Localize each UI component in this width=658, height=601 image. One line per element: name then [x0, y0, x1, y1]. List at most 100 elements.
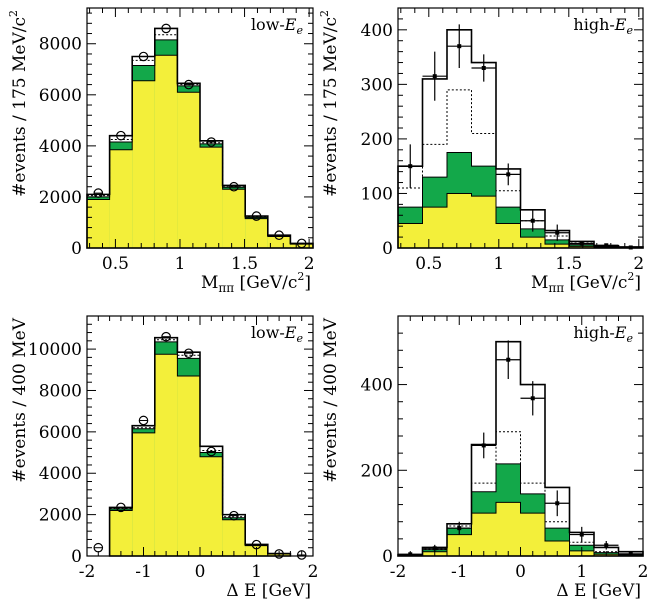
panel-top-right: 0.5 1 1.5 2 0 100 200 300 400 high-Ee Mππ [GeV/c2]… — [318, 7, 644, 295]
dotted-histogram — [398, 431, 643, 556]
data-point — [408, 164, 413, 169]
yellow-bar — [520, 237, 545, 248]
y-axis-label: #events / 175 MeV/c2 — [318, 10, 341, 197]
yellow-bar — [222, 519, 246, 556]
yellow-bar — [520, 513, 545, 556]
yellow-bar — [87, 199, 110, 248]
y-tick-label: 8000 — [39, 35, 82, 55]
y-tick-label: 200 — [361, 461, 393, 481]
y-tick-label: 6000 — [39, 86, 82, 106]
x-tick-label: -2 — [79, 562, 96, 582]
yellow-bar — [109, 510, 133, 556]
y-tick-label: 400 — [361, 376, 393, 396]
yellow-bar — [569, 246, 594, 248]
panel-annotation: high-Ee — [573, 15, 633, 37]
y-axis-label: #events / 400 MeV — [10, 317, 30, 482]
data-point — [457, 526, 462, 531]
data-point — [457, 44, 462, 49]
y-tick-label: 8000 — [39, 381, 82, 401]
yellow-bar — [245, 218, 268, 248]
x-tick-label: -1 — [135, 562, 152, 582]
data-point — [555, 230, 560, 235]
panel-annotation: low-Ee — [251, 323, 304, 345]
y-tick-label: 0 — [71, 239, 82, 259]
total-histogram — [397, 29, 644, 249]
data-point — [579, 532, 584, 537]
yellow-bar — [447, 193, 472, 248]
y-tick-label: 200 — [361, 130, 393, 150]
yellow-bar — [200, 147, 223, 248]
yellow-bar — [290, 244, 313, 248]
data-point — [604, 543, 609, 548]
panel-annotation: low-Ee — [251, 15, 304, 37]
data-point — [604, 243, 609, 248]
x-tick-label: -1 — [451, 562, 468, 582]
yellow-bar — [471, 196, 496, 248]
yellow-bar — [177, 92, 200, 249]
yellow-bar — [154, 354, 178, 556]
plot-frame — [86, 7, 314, 249]
x-axis-label: Δ E [GeV] — [226, 581, 311, 601]
y-tick-label: 0 — [382, 547, 393, 567]
yellow-bar — [177, 376, 200, 556]
total-histogram — [397, 340, 644, 557]
data-point — [432, 74, 437, 79]
data-point — [555, 501, 560, 506]
x-tick-label: -2 — [390, 562, 407, 582]
y-tick-label: 2000 — [39, 188, 82, 208]
y-tick-label: 10000 — [28, 340, 82, 360]
x-tick-label: 0 — [195, 562, 206, 582]
yellow-bar — [200, 456, 223, 556]
data-point — [530, 396, 535, 401]
yellow-bar — [132, 432, 155, 556]
yellow-bar — [545, 541, 570, 556]
x-axis-label: Mππ [GeV/c2] — [531, 270, 641, 295]
yellow-bar — [422, 207, 447, 248]
x-tick-label: 1 — [493, 254, 504, 274]
y-tick-label: 4000 — [39, 137, 82, 157]
data-point — [481, 443, 486, 448]
x-tick-label: 1.5 — [555, 254, 582, 274]
yellow-bar — [154, 55, 178, 249]
data-point — [432, 546, 437, 551]
x-tick-label: 0.5 — [102, 254, 129, 274]
data-point — [579, 241, 584, 246]
yellow-bar — [222, 189, 246, 248]
y-tick-label: 0 — [382, 239, 393, 259]
x-tick-label: 2 — [304, 254, 315, 274]
x-tick-label: 0 — [515, 562, 526, 582]
y-tick-label: 2000 — [39, 506, 82, 526]
x-tick-label: 2 — [633, 254, 644, 274]
yellow-bar — [471, 513, 496, 556]
y-tick-label: 300 — [361, 75, 393, 95]
y-tick-label: 4000 — [39, 464, 82, 484]
yellow-bar — [447, 534, 472, 556]
x-tick-label: 1.5 — [231, 254, 258, 274]
x-tick-label: 2 — [308, 562, 319, 582]
yellow-bar — [496, 502, 521, 556]
panel-top-left: 0.5 1 1.5 2 0 2000 4000 6000 8000 low-Ee Mππ [GeV/… — [7, 7, 315, 295]
y-tick-label: 400 — [361, 21, 393, 41]
panel-bottom-left: -2 -1 0 1 2 0 2000 4000 6000 8000 10000 low-Ee Δ E [… — [10, 315, 319, 601]
y-axis-label: #events / 400 MeV — [321, 317, 341, 482]
x-tick-label: 2 — [638, 562, 649, 582]
y-tick-label: 6000 — [39, 423, 82, 443]
data-point — [530, 218, 535, 223]
panel-annotation: high-Ee — [573, 323, 633, 345]
y-tick-label: 0 — [71, 547, 82, 567]
y-axis-label: #events / 175 MeV/c2 — [7, 10, 30, 197]
yellow-bar — [398, 223, 423, 248]
data-point — [481, 66, 486, 70]
data-point — [506, 357, 511, 362]
yellow-bar — [496, 223, 521, 248]
y-tick-label: 100 — [361, 184, 393, 204]
yellow-bar — [545, 244, 570, 248]
yellow-bar — [132, 80, 155, 248]
x-tick-label: 1 — [251, 562, 262, 582]
x-tick-label: 1 — [175, 254, 186, 274]
data-point — [506, 172, 511, 177]
panel-bottom-right: -2 -1 0 1 2 0 200 400 high-Ee Δ E [GeV] #events / … — [321, 315, 649, 601]
yellow-bar — [267, 236, 291, 248]
x-axis-label: Mππ [GeV/c2] — [201, 270, 311, 295]
